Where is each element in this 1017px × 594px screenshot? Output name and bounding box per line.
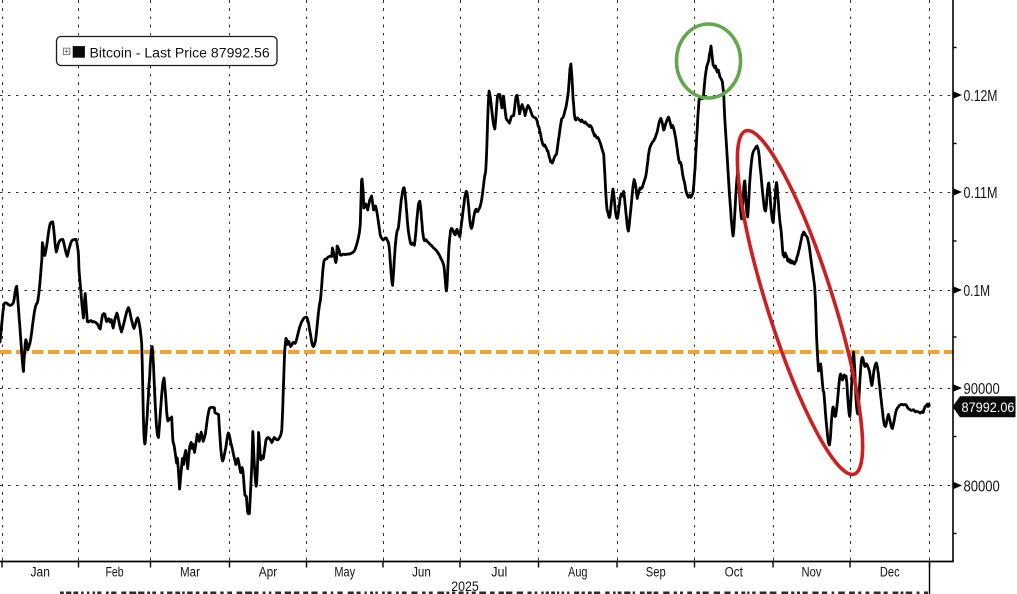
svg-text:Aug: Aug: [568, 565, 587, 580]
svg-text:May: May: [334, 565, 355, 580]
svg-text:0.11M: 0.11M: [964, 185, 998, 202]
svg-text:0.12M: 0.12M: [964, 88, 998, 105]
svg-text:0.1M: 0.1M: [964, 283, 991, 300]
svg-text:Sep: Sep: [646, 565, 666, 580]
svg-text:Feb: Feb: [105, 565, 123, 580]
svg-text:Jan: Jan: [31, 565, 50, 580]
svg-text:Mar: Mar: [180, 565, 200, 580]
svg-text:Dec: Dec: [880, 565, 900, 580]
svg-text:Bitcoin - Last Price 87992.56: Bitcoin - Last Price 87992.56: [90, 44, 270, 60]
svg-text:2025: 2025: [451, 579, 479, 594]
svg-text:90000: 90000: [964, 381, 1000, 398]
svg-text:87992.06: 87992.06: [962, 399, 1015, 415]
svg-text:Jul: Jul: [491, 565, 507, 580]
svg-text:Nov: Nov: [802, 565, 822, 580]
svg-text:Jun: Jun: [412, 565, 431, 580]
svg-text:80000: 80000: [964, 478, 1000, 495]
svg-text:Oct: Oct: [725, 565, 744, 580]
svg-text:Apr: Apr: [259, 565, 278, 580]
